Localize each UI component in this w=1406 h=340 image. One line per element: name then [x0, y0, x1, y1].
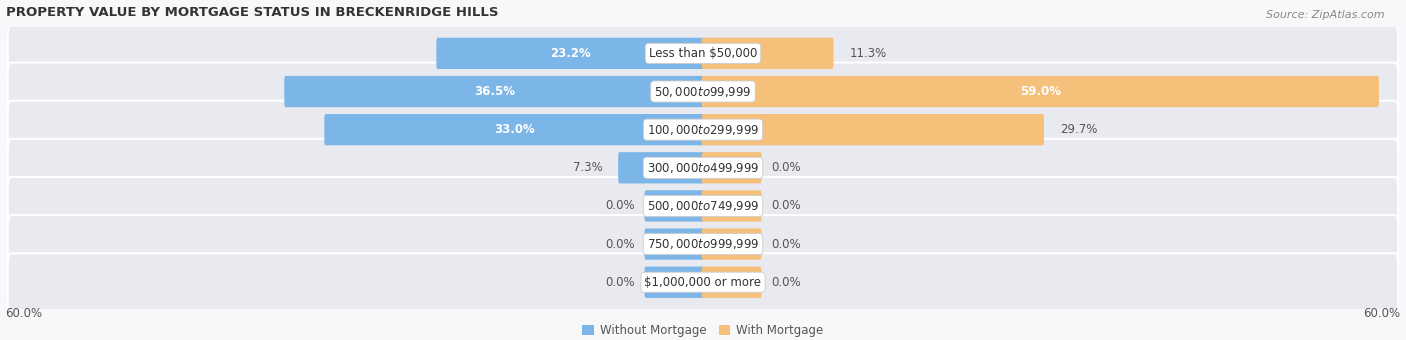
FancyBboxPatch shape	[436, 38, 704, 69]
Text: 0.0%: 0.0%	[772, 276, 801, 289]
Text: $100,000 to $299,999: $100,000 to $299,999	[647, 123, 759, 137]
FancyBboxPatch shape	[702, 114, 1043, 145]
Text: $750,000 to $999,999: $750,000 to $999,999	[647, 237, 759, 251]
FancyBboxPatch shape	[702, 152, 762, 184]
FancyBboxPatch shape	[8, 253, 1398, 311]
FancyBboxPatch shape	[702, 228, 762, 260]
Text: 0.0%: 0.0%	[772, 161, 801, 174]
Text: PROPERTY VALUE BY MORTGAGE STATUS IN BRECKENRIDGE HILLS: PROPERTY VALUE BY MORTGAGE STATUS IN BRE…	[6, 5, 498, 19]
Text: 60.0%: 60.0%	[6, 307, 42, 320]
Text: 0.0%: 0.0%	[605, 238, 634, 251]
Text: 0.0%: 0.0%	[605, 276, 634, 289]
FancyBboxPatch shape	[8, 24, 1398, 82]
FancyBboxPatch shape	[644, 228, 704, 260]
FancyBboxPatch shape	[8, 215, 1398, 273]
Text: 11.3%: 11.3%	[849, 47, 887, 60]
FancyBboxPatch shape	[325, 114, 704, 145]
FancyBboxPatch shape	[644, 267, 704, 298]
Text: 60.0%: 60.0%	[1364, 307, 1400, 320]
FancyBboxPatch shape	[702, 190, 762, 222]
Text: 7.3%: 7.3%	[572, 161, 602, 174]
Text: Less than $50,000: Less than $50,000	[648, 47, 758, 60]
FancyBboxPatch shape	[8, 63, 1398, 120]
Text: 29.7%: 29.7%	[1060, 123, 1097, 136]
FancyBboxPatch shape	[644, 190, 704, 222]
FancyBboxPatch shape	[702, 267, 762, 298]
Text: $500,000 to $749,999: $500,000 to $749,999	[647, 199, 759, 213]
FancyBboxPatch shape	[619, 152, 704, 184]
Text: $300,000 to $499,999: $300,000 to $499,999	[647, 161, 759, 175]
FancyBboxPatch shape	[702, 76, 1379, 107]
Legend: Without Mortgage, With Mortgage: Without Mortgage, With Mortgage	[582, 324, 824, 337]
Text: 33.0%: 33.0%	[494, 123, 534, 136]
Text: $50,000 to $99,999: $50,000 to $99,999	[654, 85, 752, 99]
Text: Source: ZipAtlas.com: Source: ZipAtlas.com	[1267, 10, 1385, 20]
Text: 0.0%: 0.0%	[772, 238, 801, 251]
Text: 0.0%: 0.0%	[605, 200, 634, 212]
Text: 23.2%: 23.2%	[550, 47, 591, 60]
Text: $1,000,000 or more: $1,000,000 or more	[644, 276, 762, 289]
FancyBboxPatch shape	[8, 101, 1398, 159]
FancyBboxPatch shape	[8, 177, 1398, 235]
FancyBboxPatch shape	[8, 139, 1398, 197]
FancyBboxPatch shape	[702, 38, 834, 69]
Text: 0.0%: 0.0%	[772, 200, 801, 212]
Text: 59.0%: 59.0%	[1019, 85, 1060, 98]
FancyBboxPatch shape	[284, 76, 704, 107]
Text: 36.5%: 36.5%	[474, 85, 515, 98]
